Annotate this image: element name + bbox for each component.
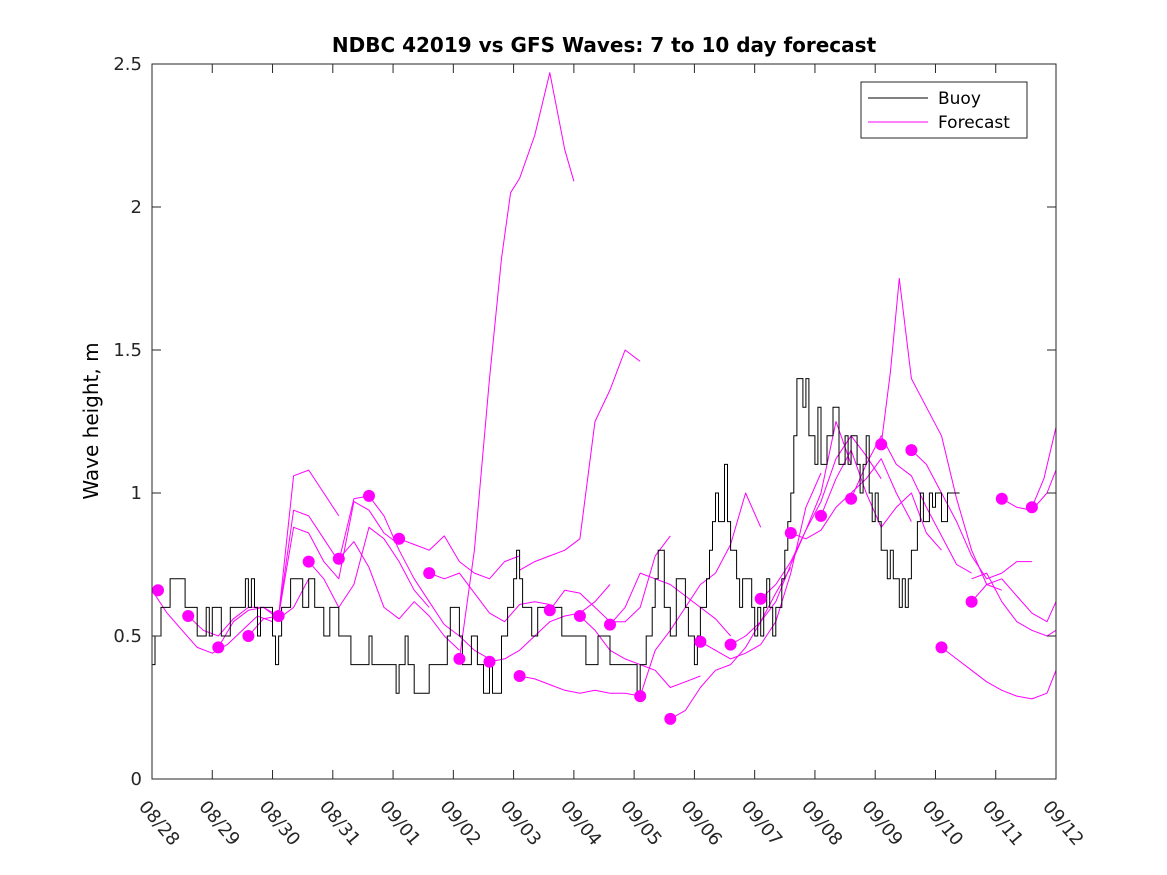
forecast-line-28 <box>941 647 1057 700</box>
forecast-marker <box>423 567 436 580</box>
plot-area <box>152 64 1056 779</box>
forecast-line-1 <box>151 589 273 654</box>
y-axis-label: Wave height, m <box>79 342 103 499</box>
forecast-marker <box>815 509 827 522</box>
forecast-line-5 <box>278 501 400 617</box>
forecast-line-8 <box>368 495 490 660</box>
forecast-line-17 <box>609 572 731 637</box>
forecast-marker <box>513 670 526 682</box>
forecast-line-7 <box>338 541 460 651</box>
marker-layer <box>152 438 1038 725</box>
forecast-line-12 <box>489 584 611 663</box>
forecast-line-32 <box>1031 427 1057 508</box>
forecast-marker <box>905 444 918 457</box>
forecast-line-13 <box>519 349 641 571</box>
forecast-marker <box>302 555 315 568</box>
forecast-marker <box>664 712 677 725</box>
forecast-marker <box>634 690 647 703</box>
y-tick-label: 0.5 <box>113 626 142 647</box>
legend: Buoy Forecast <box>860 81 1028 139</box>
legend-forecast-label: Forecast <box>938 113 1010 133</box>
forecast-line-11 <box>458 72 575 659</box>
forecast-marker <box>453 652 466 665</box>
forecast-marker <box>332 552 345 565</box>
forecast-marker <box>363 489 375 502</box>
forecast-marker <box>845 492 858 505</box>
y-tick-label: 0 <box>131 769 142 790</box>
legend-box <box>860 81 1028 139</box>
forecast-line-6 <box>308 526 430 608</box>
forecast-marker <box>152 584 164 597</box>
forecast-marker <box>875 438 888 451</box>
chart-title: NDBC 42019 vs GFS Waves: 7 to 10 day for… <box>332 33 877 57</box>
buoy-line <box>152 378 960 694</box>
y-tick-label: 2.5 <box>113 54 142 75</box>
forecast-line-20 <box>700 472 822 660</box>
forecast-line-21 <box>730 421 852 646</box>
forecast-line-19 <box>670 567 792 720</box>
forecast-line-22 <box>760 435 882 600</box>
forecast-marker <box>272 610 285 622</box>
forecast-marker <box>1025 501 1038 514</box>
forecast-marker <box>935 641 948 654</box>
forecast-marker <box>995 492 1008 505</box>
y-tick-label: 1 <box>131 483 142 504</box>
forecast-marker <box>754 592 767 605</box>
forecast-marker <box>212 641 225 654</box>
forecast-marker <box>543 604 556 617</box>
forecast-marker <box>483 655 496 668</box>
forecast-marker <box>573 610 586 622</box>
y-tick-label: 2 <box>131 197 142 218</box>
forecast-marker <box>242 630 255 642</box>
forecast-marker <box>784 527 797 539</box>
forecast-marker <box>393 532 406 545</box>
forecast-line-25 <box>850 435 972 574</box>
forecast-marker <box>694 635 707 648</box>
forecast-line-10 <box>429 572 550 623</box>
forecast-line-14 <box>519 675 641 697</box>
legend-buoy-label: Buoy <box>938 89 981 109</box>
forecast-line-27 <box>911 449 1032 580</box>
axes-box <box>151 63 1057 780</box>
forecast-marker <box>724 638 737 651</box>
forecast-line-29 <box>971 578 1057 623</box>
y-tick-label: 1.5 <box>113 340 142 361</box>
forecast-line-18 <box>639 492 762 697</box>
forecast-marker <box>965 595 978 608</box>
forecast-marker <box>182 610 195 622</box>
forecast-marker <box>604 618 616 631</box>
forecast-line-9 <box>398 535 520 580</box>
forecast-line-4 <box>248 495 370 637</box>
